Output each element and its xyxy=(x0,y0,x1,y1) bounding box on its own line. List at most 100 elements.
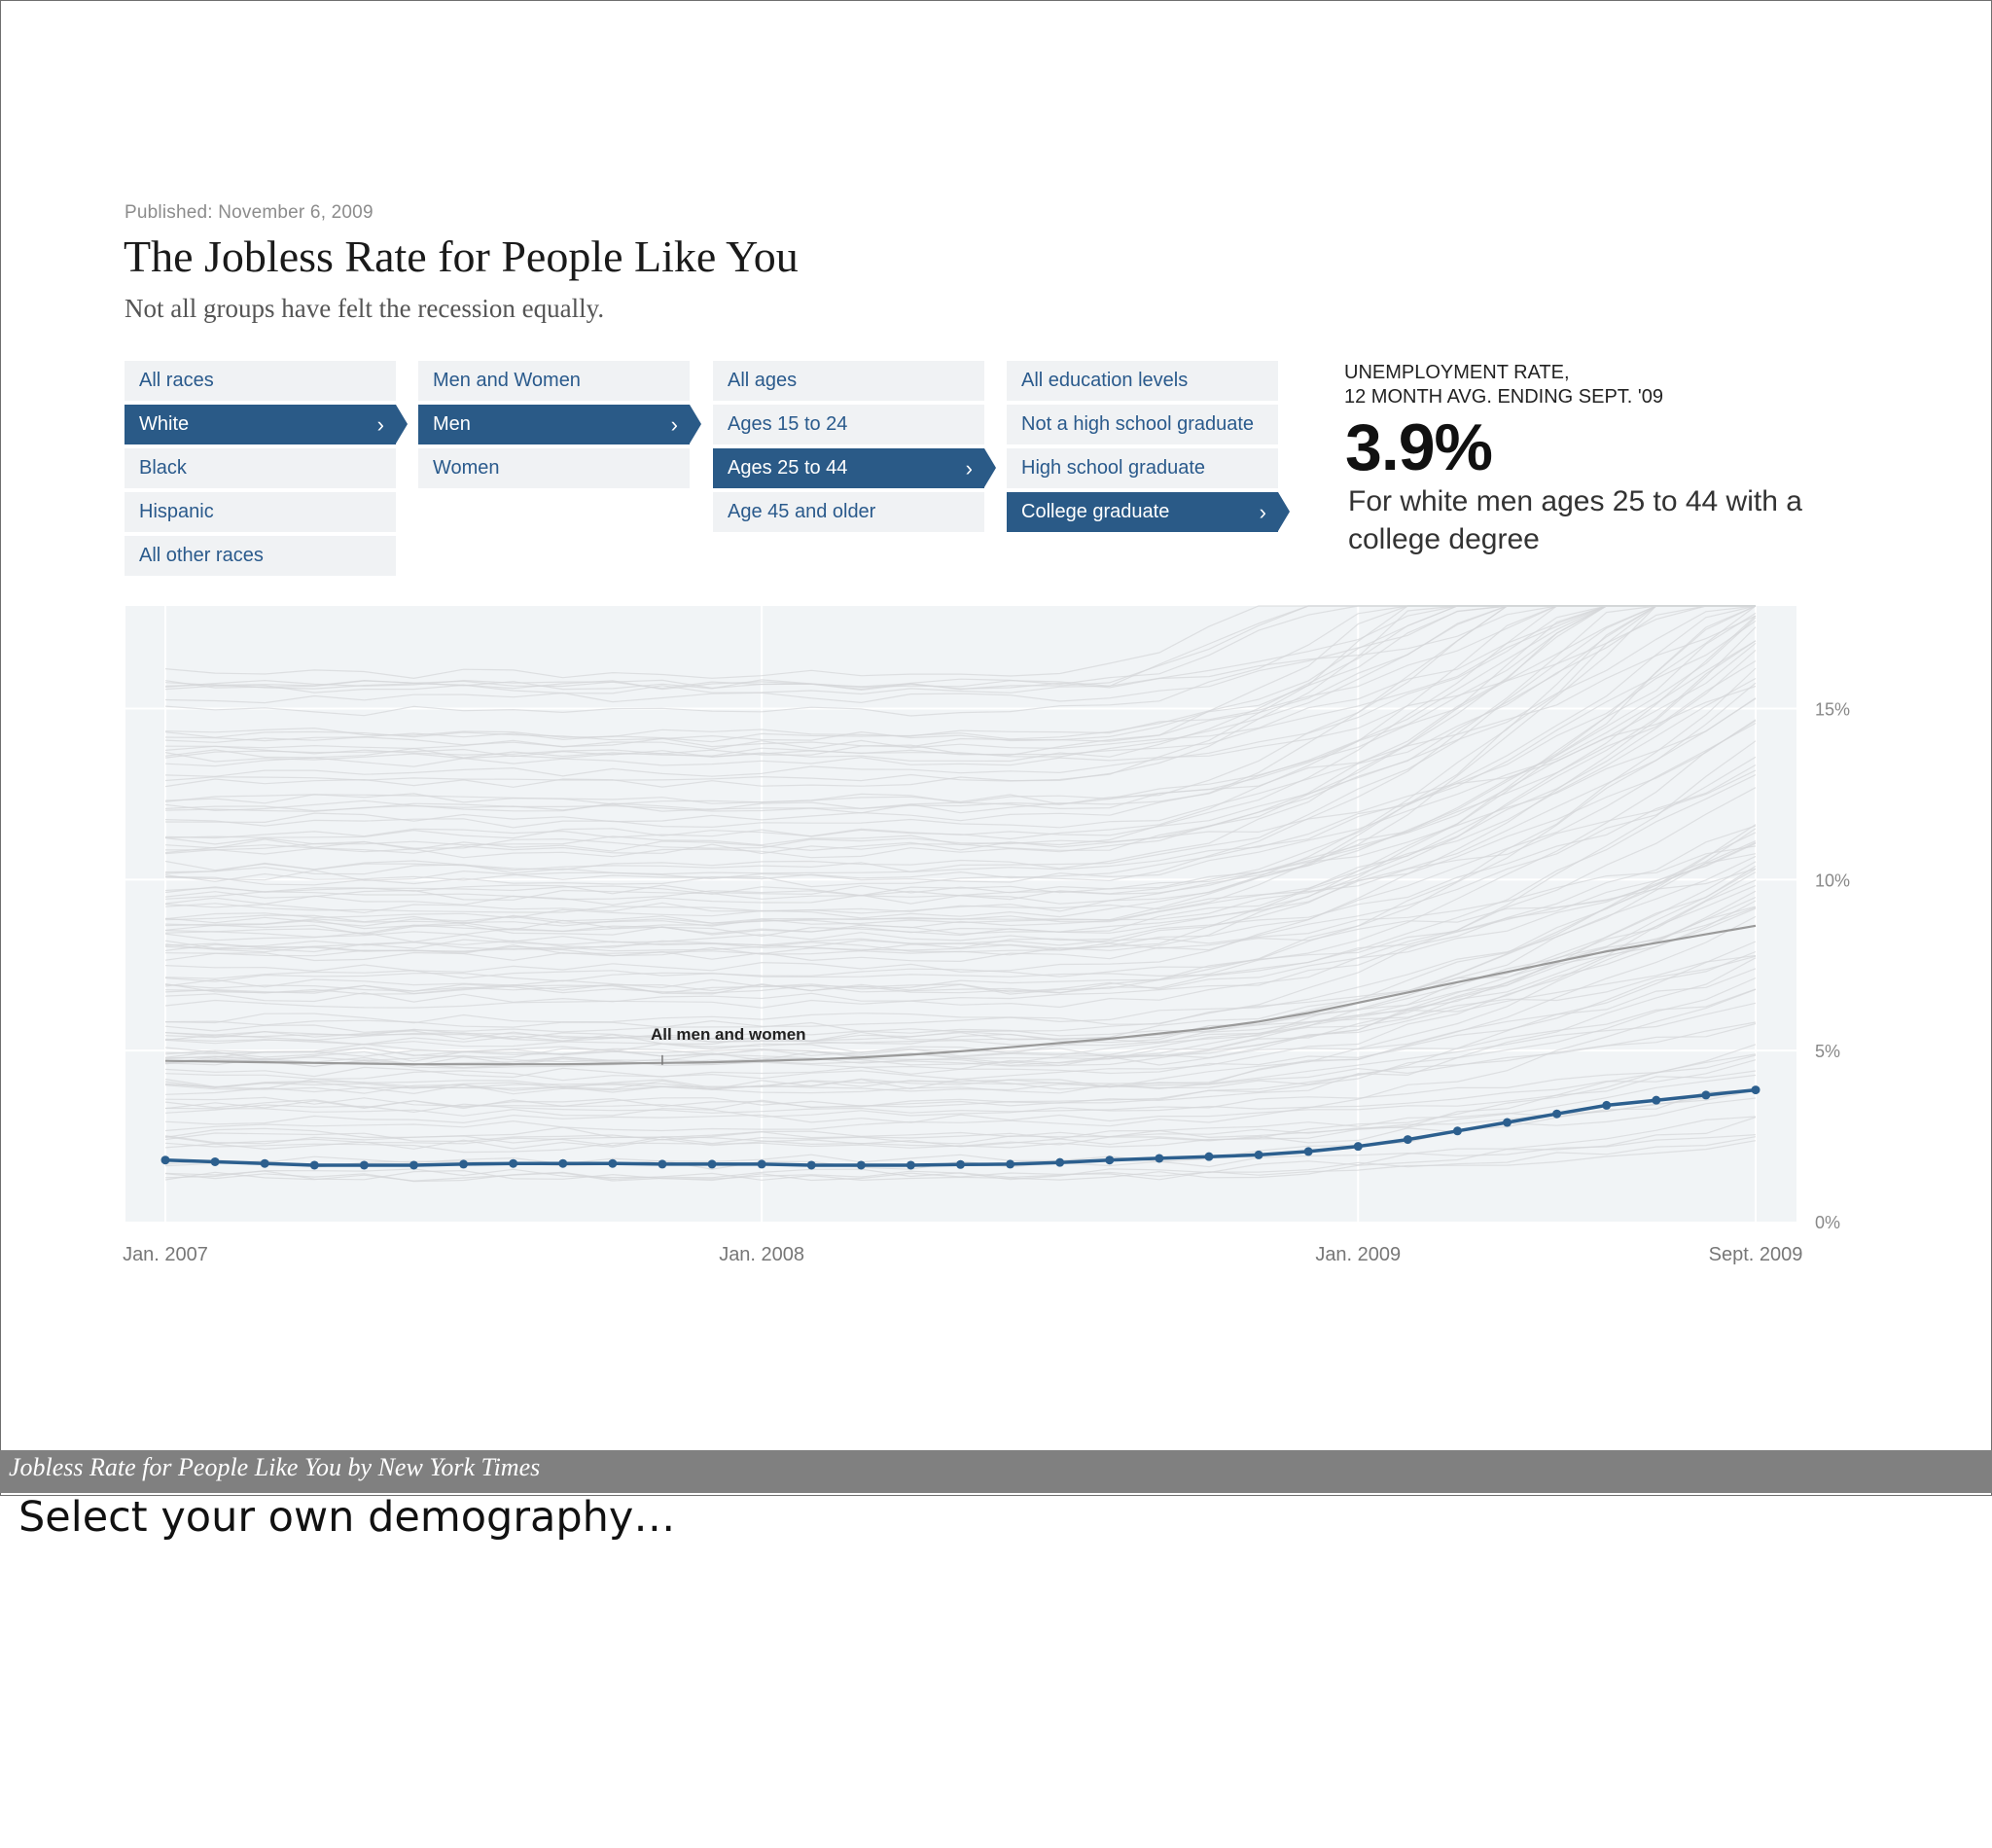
data-point xyxy=(558,1158,568,1168)
y-tick-label: 10% xyxy=(1815,871,1850,890)
option-label: All other races xyxy=(139,545,264,566)
data-point xyxy=(459,1159,469,1169)
data-point xyxy=(1602,1100,1612,1110)
background-line xyxy=(164,915,1757,1095)
background-line xyxy=(164,605,1757,957)
data-point xyxy=(906,1160,915,1170)
option-education-0[interactable]: All education levels xyxy=(1007,361,1278,401)
background-line xyxy=(164,1117,1757,1183)
background-line xyxy=(164,787,1757,1009)
background-line xyxy=(164,861,1757,1055)
background-line xyxy=(164,955,1757,1043)
data-point xyxy=(509,1158,518,1168)
background-line xyxy=(164,605,1756,691)
option-label: All ages xyxy=(728,370,798,391)
background-line xyxy=(164,605,1756,888)
option-education-3[interactable]: College graduate › xyxy=(1007,492,1290,532)
background-line xyxy=(164,605,1756,931)
option-age-3[interactable]: Age 45 and older xyxy=(713,492,984,532)
option-age-1[interactable]: Ages 15 to 24 xyxy=(713,405,984,444)
option-age-2[interactable]: Ages 25 to 44 › xyxy=(713,448,996,488)
reference-line xyxy=(164,924,1757,1066)
option-label: Women xyxy=(433,457,500,479)
annotation-label: All men and women xyxy=(651,1025,806,1044)
option-label: Not a high school graduate xyxy=(1021,413,1255,435)
background-line xyxy=(164,868,1757,1070)
chevron-right-icon: › xyxy=(376,412,384,437)
option-education-2[interactable]: High school graduate xyxy=(1007,448,1278,488)
background-line xyxy=(164,1053,1757,1114)
option-race-1[interactable]: White › xyxy=(124,405,408,444)
data-point xyxy=(359,1160,369,1170)
option-label: All races xyxy=(139,370,214,391)
chevron-right-icon: › xyxy=(670,412,678,437)
background-line xyxy=(164,649,1757,938)
option-race-0[interactable]: All races xyxy=(124,361,396,401)
background-line xyxy=(164,605,1756,759)
unemployment-chart: All men and women 15% 10% 5% 0% Jan. 2007 Jan.… xyxy=(123,605,1850,1265)
option-race-2[interactable]: Black xyxy=(124,448,396,488)
rate-label-line2: 12 MONTH AVG. ENDING SEPT. '09 xyxy=(1344,386,1663,408)
background-line xyxy=(164,605,1756,840)
background-line xyxy=(164,840,1757,1057)
background-line xyxy=(164,769,1757,913)
background-line xyxy=(164,605,1756,759)
option-label: Men xyxy=(433,413,471,435)
background-line xyxy=(164,1089,1757,1143)
data-point xyxy=(1155,1154,1164,1163)
background-line xyxy=(164,941,1757,1111)
background-line xyxy=(164,1074,1757,1145)
background-line xyxy=(164,1044,1757,1154)
option-sex-1[interactable]: Men › xyxy=(418,405,701,444)
page-subtitle: Not all groups have felt the recession e… xyxy=(124,294,605,323)
data-point xyxy=(160,1155,170,1165)
data-point xyxy=(210,1156,220,1166)
background-line xyxy=(164,605,1756,738)
background-line xyxy=(164,682,1757,990)
y-tick-label: 0% xyxy=(1815,1213,1840,1232)
background-line xyxy=(164,1021,1757,1094)
background-line xyxy=(164,620,1757,873)
background-line xyxy=(164,1022,1757,1090)
background-line xyxy=(164,756,1757,963)
data-point xyxy=(856,1160,866,1170)
rate-label: UNEMPLOYMENT RATE, 12 MONTH AVG. ENDING … xyxy=(1344,361,1663,409)
option-label: White xyxy=(139,413,190,435)
data-point xyxy=(1701,1090,1711,1100)
background-line xyxy=(164,842,1757,979)
data-point xyxy=(1751,1085,1761,1095)
background-line xyxy=(164,719,1757,927)
option-label: Ages 25 to 44 xyxy=(728,457,848,479)
y-tick-label: 5% xyxy=(1815,1042,1840,1061)
slide: Published: November 6, 2009 The Jobless … xyxy=(0,0,1992,1496)
data-point xyxy=(409,1160,418,1170)
data-point xyxy=(1552,1109,1562,1119)
option-education-1[interactable]: Not a high school graduate xyxy=(1007,405,1278,444)
background-line xyxy=(164,1059,1757,1118)
option-age-0[interactable]: All ages xyxy=(713,361,984,401)
option-race-4[interactable]: All other races xyxy=(124,536,396,576)
background-line xyxy=(164,697,1757,936)
background-line xyxy=(164,1089,1757,1165)
published-date: Published: November 6, 2009 xyxy=(124,202,374,223)
option-race-3[interactable]: Hispanic xyxy=(124,492,396,532)
background-line xyxy=(164,605,1756,742)
background-line xyxy=(164,642,1757,901)
background-line xyxy=(164,626,1757,973)
option-label: Age 45 and older xyxy=(728,501,876,522)
option-label: High school graduate xyxy=(1021,457,1206,479)
background-line xyxy=(164,605,1756,824)
caption: Jobless Rate for People Like You by New … xyxy=(9,1453,541,1481)
data-point xyxy=(1353,1142,1363,1152)
selector-race: All races White › Black Hispanic All other ra… xyxy=(124,361,408,580)
data-point xyxy=(608,1158,618,1168)
data-point xyxy=(1503,1118,1512,1127)
option-label: All education levels xyxy=(1021,370,1189,391)
background-line xyxy=(164,659,1757,897)
background-line xyxy=(164,1070,1757,1125)
background-line xyxy=(164,605,1756,855)
chevron-right-icon: › xyxy=(965,456,973,480)
option-sex-0[interactable]: Men and Women xyxy=(418,361,690,401)
option-sex-2[interactable]: Women xyxy=(418,448,690,488)
data-point xyxy=(1055,1157,1065,1167)
